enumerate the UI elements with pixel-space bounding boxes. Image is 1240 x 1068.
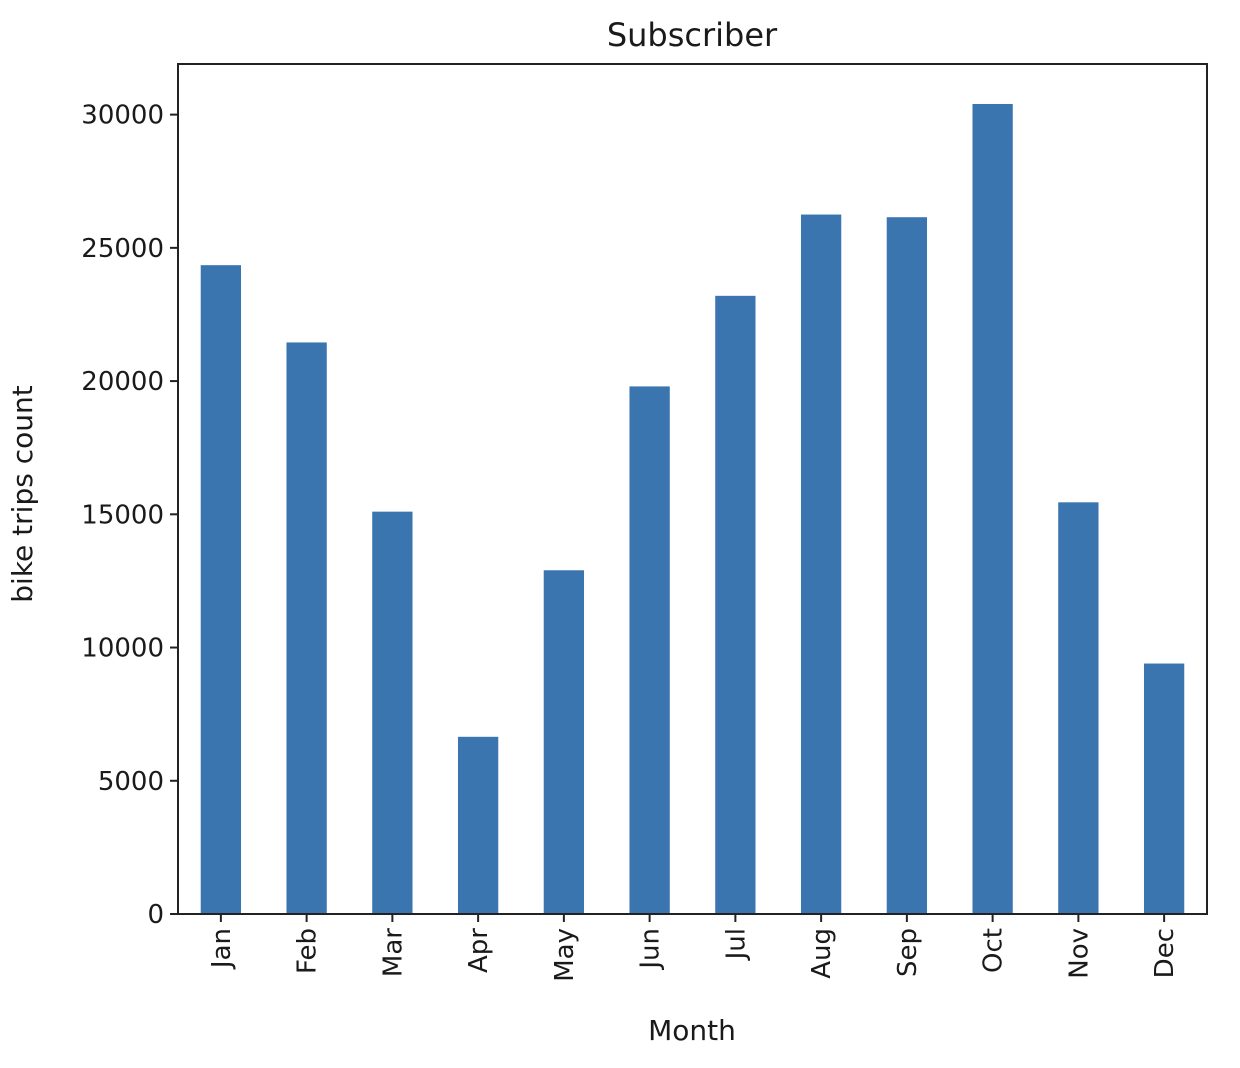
bar-feb: [286, 342, 327, 914]
bar-sep: [886, 217, 928, 914]
x-tick-label: Mar: [378, 928, 408, 977]
y-tick-label: 15000: [81, 500, 164, 530]
bar-oct: [972, 103, 1013, 915]
x-tick-label: May: [550, 928, 580, 982]
bar-apr: [457, 736, 499, 914]
x-axis: Jan Feb Mar Apr May Jun Jul Aug Sep Oct Nov Dec: [207, 914, 1180, 982]
y-tick-label: 5000: [98, 767, 164, 797]
y-tick-label: 30000: [81, 101, 164, 131]
bars-layer: [200, 103, 1185, 915]
bar-dec: [1143, 663, 1185, 914]
y-tick-label: 0: [147, 900, 164, 930]
x-tick-label: Jun: [636, 928, 666, 971]
x-tick-label: Nov: [1064, 928, 1094, 979]
x-tick-label: Sep: [893, 928, 923, 977]
x-tick-label: Aug: [807, 928, 837, 979]
x-tick-label: Feb: [293, 928, 323, 974]
y-axis: 0 5000 10000 15000 20000 25000 30000: [81, 101, 178, 930]
x-tick-label: Oct: [979, 928, 1009, 973]
plot-frame: [177, 63, 1208, 915]
bar-jul: [715, 295, 756, 914]
y-tick-label: 20000: [81, 367, 164, 397]
x-tick-label: Apr: [464, 928, 494, 973]
x-tick-label: Dec: [1150, 928, 1180, 978]
x-axis-label: Month: [648, 1014, 736, 1047]
y-axis-label: bike trips count: [6, 385, 39, 602]
x-tick-label: Jul: [721, 928, 751, 961]
bar-mar: [372, 511, 413, 914]
bar-jun: [629, 386, 670, 914]
bar-aug: [800, 214, 842, 915]
x-tick-label: Jan: [207, 928, 237, 970]
bar-may: [543, 570, 585, 914]
chart-title: Subscriber: [607, 16, 778, 54]
y-tick-label: 25000: [81, 234, 164, 264]
y-tick-label: 10000: [81, 634, 164, 664]
bar-nov: [1058, 502, 1099, 914]
bar-jan: [200, 265, 242, 914]
